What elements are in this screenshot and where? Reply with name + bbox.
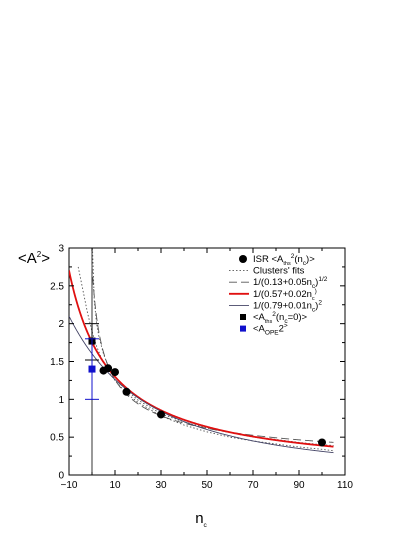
y-tick-label: 0 — [58, 471, 64, 482]
x-tick-label: 70 — [247, 480, 259, 491]
y-tick-label: 1 — [58, 395, 64, 406]
legend-sub: c — [303, 260, 307, 267]
y-tick-label: 0.5 — [50, 433, 64, 444]
legend-marker — [240, 325, 246, 332]
series-curve-1-1 — [77, 266, 334, 452]
legend-text: ) — [315, 277, 318, 288]
series-curve-2 — [91, 265, 334, 443]
legend: ISR <Aths2(nc)>Clusters' fits1/(0.13+0.0… — [229, 253, 328, 337]
x-axis: −10 10 30 50 70 90 110 — [61, 248, 353, 491]
legend-text: <A — [253, 312, 266, 323]
series-group — [69, 248, 334, 475]
y-tick-label: 2.5 — [50, 281, 64, 292]
legend-sup: 2 — [272, 311, 276, 318]
x-tick-label: 50 — [201, 480, 213, 491]
legend-label: 1/(0.13+0.05nc)1/2 — [253, 276, 328, 290]
legend-text: 1/(0.79+0.01n — [253, 300, 312, 311]
legend-text: <A — [253, 324, 266, 335]
y-axis: 0 0.5 1 1.5 2 2.5 3 — [50, 244, 345, 482]
legend-text: 2 — [279, 324, 284, 335]
series-curve-4 — [69, 315, 334, 454]
data-point — [122, 387, 131, 396]
legend-text: ISR <A — [253, 254, 284, 265]
data-point — [88, 365, 96, 373]
legend-marker — [240, 314, 246, 320]
legend-text: (n — [276, 312, 284, 323]
legend-label: 1/(0.79+0.01nc)2 — [253, 299, 322, 313]
legend-sup: > — [284, 323, 288, 330]
legend-sup: 2 — [291, 253, 295, 260]
legend-label: 1/(0.57+0.02nc) — [253, 288, 317, 302]
x-tick-label: 110 — [337, 480, 353, 491]
x-tick-label: 30 — [155, 480, 167, 491]
y-tick-label: 2 — [58, 319, 64, 330]
y-axis-label: <A2> — [18, 250, 50, 267]
legend-sub: OPE — [265, 330, 279, 337]
legend-text: )> — [306, 254, 315, 265]
legend-text: 1/(0.13+0.05n — [253, 277, 312, 288]
x-axis-label: nc — [195, 510, 207, 529]
legend-sup: 2 — [318, 299, 322, 306]
legend-sub: ths — [283, 261, 291, 267]
data-point — [111, 368, 119, 377]
x-tick-label: 90 — [293, 480, 305, 491]
legend-sub: ths — [265, 319, 273, 325]
x-tick-label: 10 — [109, 480, 121, 491]
legend-label: <AOPE2> — [253, 323, 288, 337]
legend-sup: 1/2 — [318, 276, 327, 283]
legend-marker — [239, 255, 247, 263]
legend-text: 1/(0.57+0.02n — [253, 289, 312, 300]
legend-label: ISR <Aths2(nc)> — [253, 253, 315, 267]
legend-sub: c — [312, 306, 316, 313]
data-point — [318, 438, 326, 447]
data-point — [104, 364, 113, 373]
series-curve-1-0 — [92, 248, 334, 446]
legend-label: Clusters' fits — [253, 266, 305, 277]
x-tick-label: −10 — [61, 480, 78, 491]
data-point — [157, 410, 165, 419]
legend-sup: ) — [315, 288, 317, 295]
legend-sub: c — [284, 318, 288, 325]
legend-sub: c — [312, 283, 316, 290]
legend-text: (n — [294, 254, 302, 265]
legend-text: =0)> — [288, 312, 308, 323]
legend-label: <Aths2(nc=0)> — [253, 311, 308, 325]
legend-text: ) — [315, 300, 318, 311]
y-tick-label: 1.5 — [50, 357, 64, 368]
y-tick-label: 3 — [58, 244, 64, 255]
legend-sub: c — [312, 296, 315, 302]
